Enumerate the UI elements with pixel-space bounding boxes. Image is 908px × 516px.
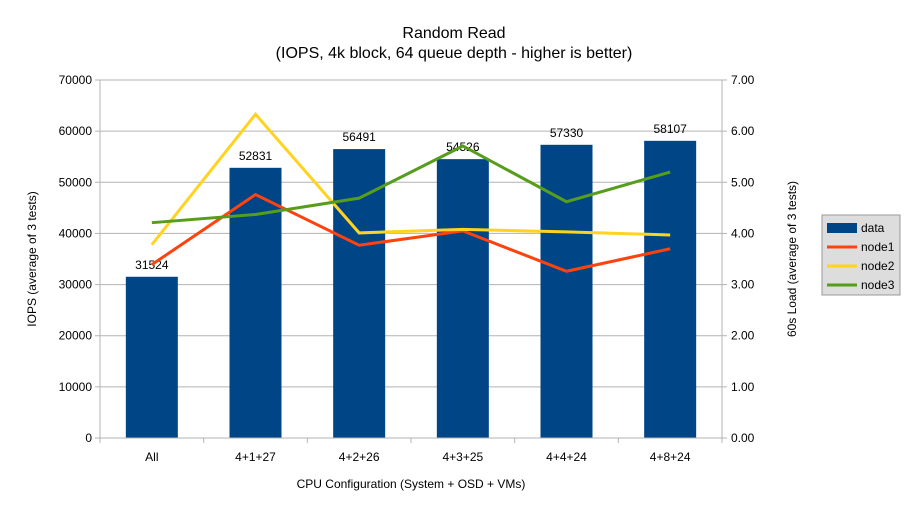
x-axis-label: CPU Configuration (System + OSD + VMs): [297, 477, 526, 491]
y-tick-label: 70000: [59, 73, 93, 87]
y2-tick-label: 1.00: [731, 380, 755, 394]
y-tick-label: 50000: [59, 175, 93, 189]
bar-data-label: 52831: [239, 149, 273, 163]
legend-label-node1: node1: [861, 240, 895, 254]
chart-title: Random Read: [402, 25, 505, 42]
y2-axis-label: 60s Load (average of 3 tests): [785, 181, 799, 337]
bar-4+8+24: [644, 140, 697, 438]
bar-data-label: 58107: [653, 122, 687, 136]
y-axis-label: IOPS (average of 3 tests): [25, 191, 39, 326]
y-tick-label: 30000: [59, 278, 93, 292]
line-node3: [151, 144, 671, 225]
y-tick-label: 0: [85, 431, 92, 445]
x-tick-label: All: [145, 450, 158, 464]
y-tick-label: 60000: [59, 124, 93, 138]
legend-label-node2: node2: [861, 259, 895, 273]
y-tick-label: 20000: [59, 329, 93, 343]
bar-data-label: 56491: [342, 130, 376, 144]
x-tick-label: 4+2+26: [339, 450, 380, 464]
x-tick-label: 4+1+27: [235, 450, 276, 464]
legend-swatch-data: [827, 223, 857, 233]
y2-tick-label: 0.00: [731, 431, 755, 445]
line-node1: [150, 192, 671, 273]
x-tick-label: 4+3+25: [442, 450, 483, 464]
y-tick-label: 40000: [59, 226, 93, 240]
x-tick-label: 4+8+24: [650, 450, 691, 464]
bar-All: [125, 276, 178, 438]
legend-label-node3: node3: [861, 278, 895, 292]
bar-4+2+26: [333, 149, 386, 439]
x-tick-label: 4+4+24: [546, 450, 587, 464]
y-tick-label: 10000: [59, 380, 93, 394]
y2-tick-label: 4.00: [731, 226, 755, 240]
legend-label-data: data: [861, 221, 885, 235]
bar-data-label: 57330: [550, 126, 584, 140]
bar-4+4+24: [540, 144, 593, 438]
y2-tick-label: 5.00: [731, 175, 755, 189]
bar-4+3+25: [436, 159, 489, 438]
line-node2: [150, 111, 671, 246]
y2-tick-label: 6.00: [731, 124, 755, 138]
y2-tick-label: 2.00: [731, 329, 755, 343]
y2-tick-label: 7.00: [731, 73, 755, 87]
chart-subtitle: (IOPS, 4k block, 64 queue depth - higher…: [276, 45, 633, 62]
y2-tick-label: 3.00: [731, 278, 755, 292]
